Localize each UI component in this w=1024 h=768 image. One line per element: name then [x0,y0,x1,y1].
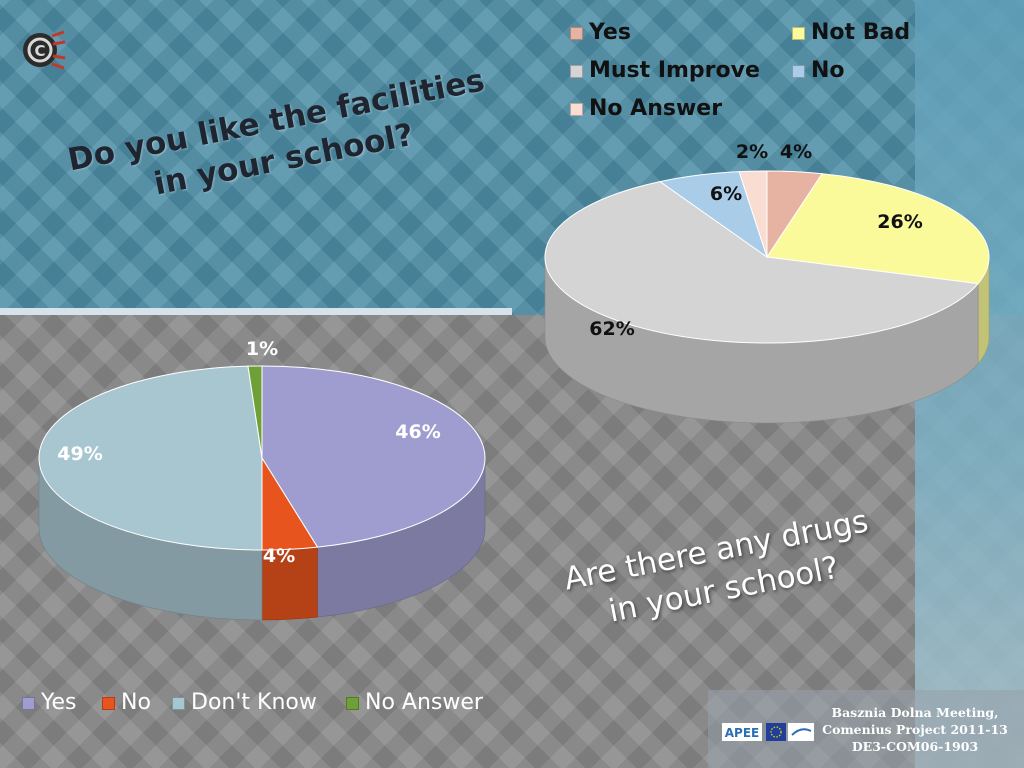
pie-label-no: 6% [710,183,742,205]
comenius-logo-icon: C [23,30,66,70]
llp-logo-icon [788,723,814,741]
legend-label: Don't Know [191,690,317,715]
legend-label: No Answer [365,690,483,715]
eu-flag-icon [766,723,786,741]
pie-label-no: 4% [263,545,295,567]
pie-slice-yes [261,365,486,548]
legend-label: No [121,690,151,715]
legend-item-dont-know: Don't Know [172,690,317,715]
pie-label-don-t-know: 49% [57,443,102,465]
legend-item-yes: Yes [570,20,631,45]
legend-item-not-bad: Not Bad [792,20,910,45]
apee-logo-text: APEE [725,726,759,740]
pie-slice-no-answer [247,365,263,459]
legend-swatch [792,26,805,40]
pie-slices [544,170,990,344]
pie-slice-don-t-know [38,365,263,551]
pie-slice-not-bad [766,173,990,285]
pie-label-no-answer: 2% [736,141,768,163]
legend-item-no: No [792,58,845,83]
pie-slices [38,365,486,551]
legend-swatch [22,696,35,710]
legend-label: Not Bad [811,20,911,45]
legend-item-no-answer: No Answer [346,690,483,715]
legend-item-must-improve: Must Improve [570,58,760,83]
svg-text:C: C [34,42,45,60]
pie-label-not-bad: 26% [877,211,922,233]
legend-swatch [792,64,805,78]
legend-item-no-answer: No Answer [570,96,722,121]
pie-label-yes: 4% [780,141,812,163]
chart-2-pie: 46% 4% 49% 1% [38,338,486,621]
legend-label: Yes [589,20,631,45]
chart-1-pie: 4% 26% 62% 6% 2% [544,141,990,424]
legend-label: Yes [41,690,77,715]
pie-label-no-answer: 1% [246,338,278,360]
legend-item-no: No [102,690,151,715]
legend-label: Must Improve [589,58,760,83]
panel-divider [0,308,512,316]
footer-text: Basznia Dolna Meeting, Comenius Project … [812,704,1018,755]
footer-line-1: Basznia Dolna Meeting, [831,705,999,720]
pie-slice-must-improve [544,181,980,344]
pie-label-yes: 46% [395,421,440,443]
apee-logo-icon [722,723,762,741]
footer-line-3: DE3-COM06-1903 [851,739,979,754]
legend-swatch [346,696,359,710]
legend-label: No [811,58,845,83]
pie-labels: 46% 4% 49% 1% [57,338,440,567]
legend-swatch [172,696,185,710]
footer-line-2: Comenius Project 2011-13 [822,722,1008,737]
legend-swatch [570,26,583,40]
legend-swatch [102,696,115,710]
pie-side-walls [38,457,486,621]
footer-logos: APEE [722,723,814,741]
legend-label: No Answer [589,96,723,121]
legend-item-yes: Yes [22,690,77,715]
pie-label-must-improve: 62% [589,318,634,340]
pie-labels: 4% 26% 62% 6% 2% [589,141,922,340]
legend-swatch [570,64,583,78]
legend-swatch [570,102,583,116]
pie-slice-no-answer [738,170,768,258]
